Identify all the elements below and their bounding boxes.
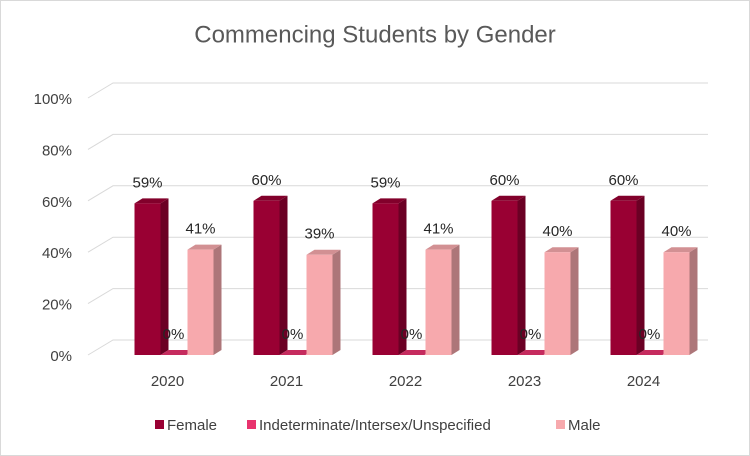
bar-face — [279, 350, 314, 355]
bar-face — [636, 195, 645, 355]
bar-face — [398, 198, 407, 355]
bar — [636, 350, 671, 355]
x-tick-label: 2020 — [151, 373, 184, 390]
grid-line — [87, 82, 708, 99]
legend-label: Male — [568, 417, 601, 434]
bar-face — [517, 195, 526, 355]
value-label: 60% — [608, 172, 638, 189]
bar-face — [306, 249, 341, 255]
bar — [398, 350, 433, 355]
bar-face — [663, 252, 690, 355]
bar — [517, 350, 552, 355]
bar-face — [425, 244, 460, 250]
bar-face — [491, 195, 526, 201]
bar-face — [610, 200, 637, 355]
value-label: 0% — [520, 326, 542, 343]
legend-swatch — [155, 420, 164, 429]
value-label: 0% — [163, 326, 185, 343]
bar-face — [134, 203, 161, 355]
value-label: 0% — [401, 326, 423, 343]
bar — [544, 247, 579, 355]
legend-swatch — [247, 420, 256, 429]
value-label: 60% — [489, 172, 519, 189]
bar-face — [398, 350, 433, 355]
bar-face — [544, 252, 571, 355]
chart-title: Commencing Students by Gender — [194, 21, 556, 48]
bar-face — [544, 247, 579, 253]
bar — [160, 350, 195, 355]
y-tick-label: 40% — [42, 245, 72, 262]
y-tick-label: 60% — [42, 194, 72, 211]
bar-face — [663, 247, 698, 253]
grid-line — [87, 185, 708, 202]
bar-face — [187, 244, 222, 250]
value-label: 41% — [423, 221, 453, 238]
bar-face — [491, 200, 518, 355]
value-label: 40% — [661, 223, 691, 240]
value-label: 40% — [542, 223, 572, 240]
bar-face — [570, 247, 579, 355]
bar-face — [160, 350, 195, 355]
bar-face — [134, 198, 169, 204]
bar — [306, 249, 341, 355]
bar-face — [689, 247, 698, 355]
value-label: 0% — [282, 326, 304, 343]
bar — [187, 244, 222, 355]
bar-face — [187, 249, 214, 355]
bar-face — [425, 249, 452, 355]
bar-face — [372, 203, 399, 355]
bar-face — [636, 350, 671, 355]
x-tick-label: 2022 — [389, 373, 422, 390]
bar — [253, 195, 288, 355]
bar-face — [213, 244, 222, 355]
bar-face — [372, 198, 407, 204]
x-tick-label: 2024 — [627, 373, 660, 390]
bar — [610, 195, 645, 355]
y-tick-label: 0% — [50, 348, 72, 365]
bar-face — [279, 195, 288, 355]
bar — [425, 244, 460, 355]
grid-line — [87, 133, 708, 150]
y-tick-label: 100% — [34, 91, 72, 108]
bar — [372, 198, 407, 355]
bar-face — [253, 200, 280, 355]
legend-label: Female — [167, 417, 217, 434]
bar — [663, 247, 698, 355]
bar — [491, 195, 526, 355]
value-label: 41% — [185, 221, 215, 238]
legend-swatch — [556, 420, 565, 429]
y-tick-label: 80% — [42, 142, 72, 159]
y-tick-label: 20% — [42, 297, 72, 314]
bar — [279, 350, 314, 355]
value-label: 39% — [304, 226, 334, 243]
bar-face — [610, 195, 645, 201]
bar — [134, 198, 169, 355]
bar-face — [451, 244, 460, 355]
bar-face — [332, 249, 341, 355]
value-label: 59% — [132, 174, 162, 191]
bar-face — [517, 350, 552, 355]
legend-label: Indeterminate/Intersex/Unspecified — [259, 417, 491, 434]
x-tick-label: 2021 — [270, 373, 303, 390]
value-label: 60% — [251, 172, 281, 189]
value-label: 0% — [639, 326, 661, 343]
bar-face — [160, 198, 169, 355]
x-tick-label: 2023 — [508, 373, 541, 390]
bar-face — [306, 254, 333, 355]
value-label: 59% — [370, 174, 400, 191]
bar-face — [253, 195, 288, 201]
